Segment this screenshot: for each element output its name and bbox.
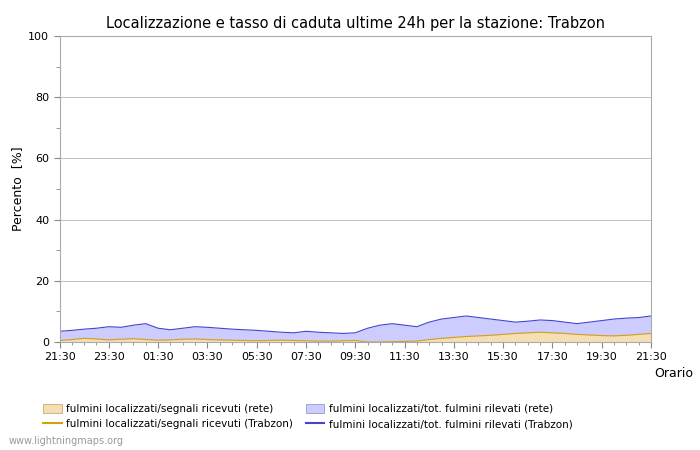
Text: Orario: Orario [654,367,694,380]
Y-axis label: Percento  [%]: Percento [%] [11,147,24,231]
Text: www.lightningmaps.org: www.lightningmaps.org [8,436,123,446]
Legend: fulmini localizzati/segnali ricevuti (rete), fulmini localizzati/segnali ricevut: fulmini localizzati/segnali ricevuti (re… [41,401,575,432]
Title: Localizzazione e tasso di caduta ultime 24h per la stazione: Trabzon: Localizzazione e tasso di caduta ultime … [106,16,605,31]
